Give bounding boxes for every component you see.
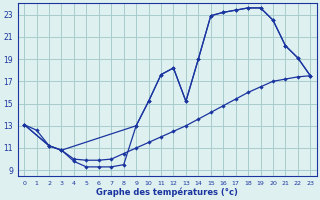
X-axis label: Graphe des températures (°c): Graphe des températures (°c): [96, 187, 238, 197]
